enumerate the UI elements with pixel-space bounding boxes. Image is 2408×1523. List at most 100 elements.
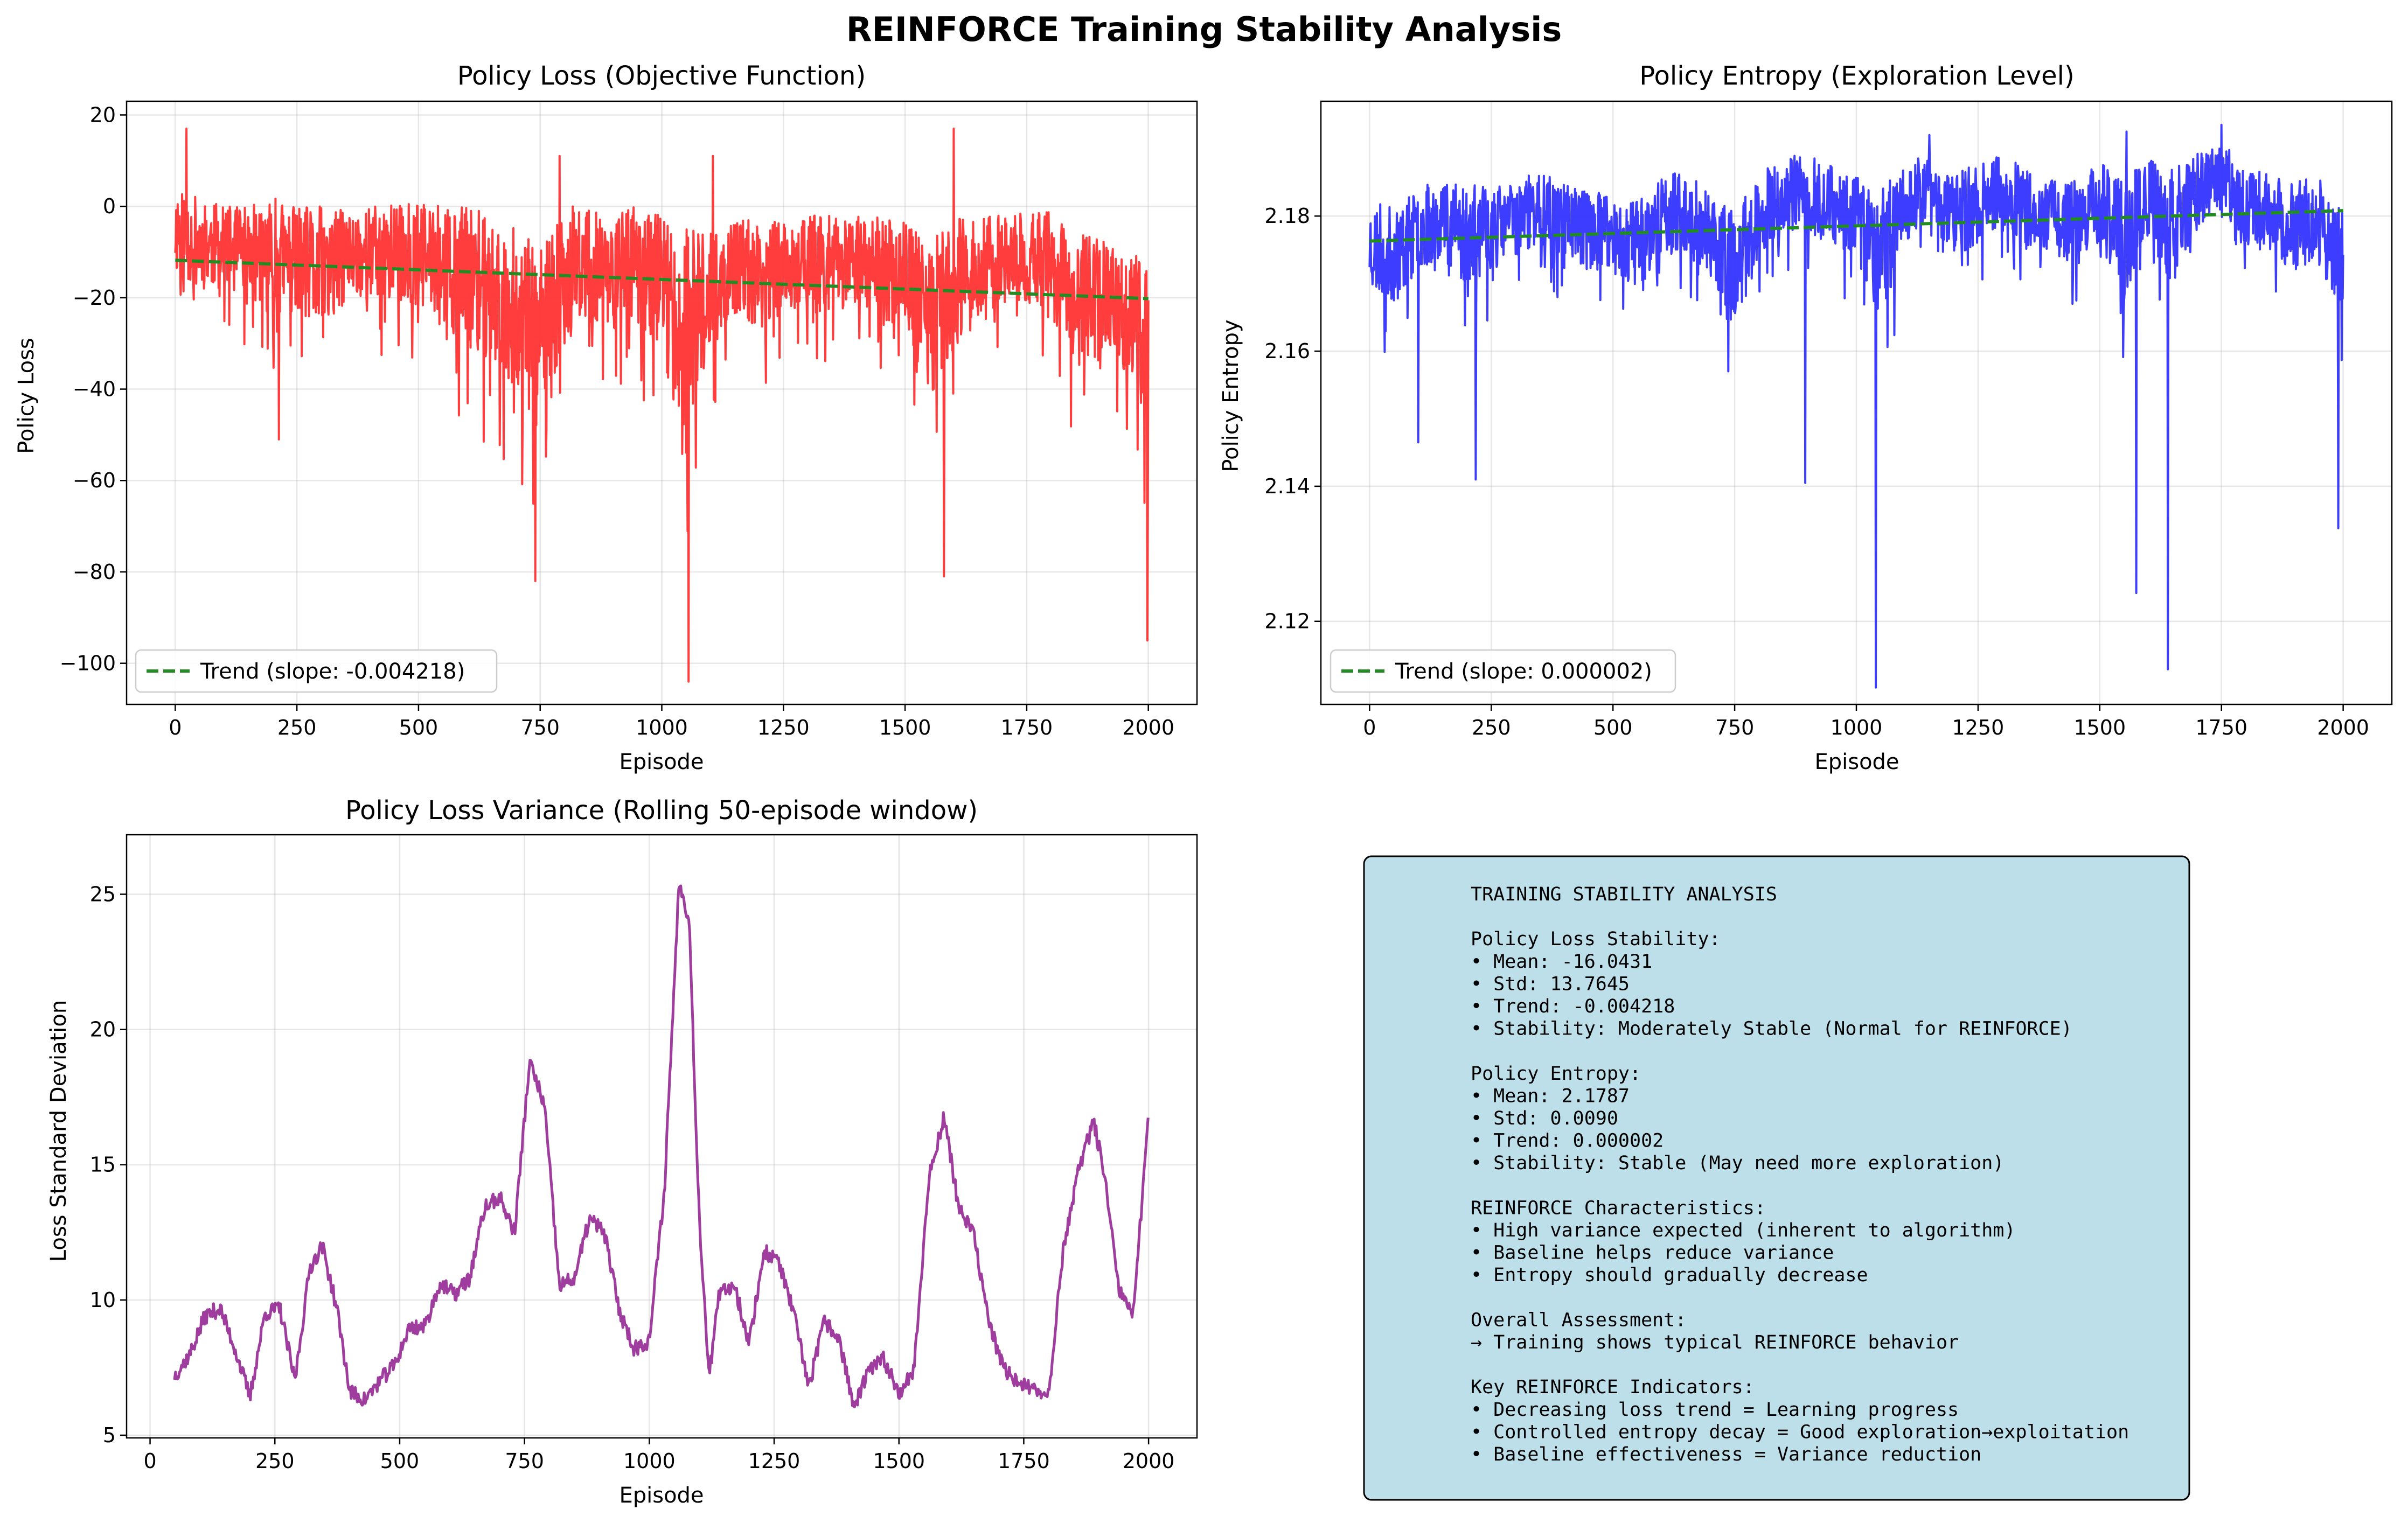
policy-loss-trend-line	[175, 259, 1149, 301]
policy-loss-xtick-label: 250	[277, 716, 317, 739]
policy-loss-grid	[127, 101, 1197, 704]
policy-loss-series	[174, 127, 1150, 683]
policy-entropy-trend-line	[1369, 209, 2343, 243]
stats-line: • Std: 0.0090	[1471, 1108, 1618, 1129]
policy-entropy-grid	[1321, 101, 2392, 704]
loss-variance-data-line	[173, 884, 1150, 1408]
stats-line: • High variance expected (inherent to al…	[1471, 1220, 2015, 1241]
stats-line: • Trend: -0.004218	[1471, 996, 1675, 1017]
policy-loss-xtick-label: 2000	[1122, 716, 1174, 739]
stats-line: Policy Loss Stability:	[1471, 928, 1721, 950]
figure-title: REINFORCE Training Stability Analysis	[846, 10, 1562, 49]
policy-loss-ylabel: Policy Loss	[14, 338, 39, 454]
stats-summary-box: TRAINING STABILITY ANALYSIS Policy Loss S…	[1363, 855, 2190, 1501]
policy-entropy-ylabel: Policy Entropy	[1219, 319, 1243, 472]
loss-variance-ytick-label: 5	[103, 1423, 116, 1447]
loss-variance-xtick-label: 500	[380, 1449, 420, 1473]
policy-entropy-xtick-label: 1750	[2195, 716, 2247, 739]
stats-line: • Mean: -16.0431	[1471, 951, 1652, 973]
loss-variance-xtick-label: 1500	[873, 1449, 925, 1473]
loss-variance-grid	[127, 835, 1197, 1438]
policy-entropy-title: Policy Entropy (Exploration Level)	[1639, 61, 2075, 91]
loss-variance-ytick-label: 20	[90, 1018, 116, 1042]
stats-line: REINFORCE Characteristics:	[1471, 1197, 1766, 1219]
policy-entropy-xtick-label: 500	[1593, 716, 1633, 739]
policy-loss-ytick-label: 0	[103, 194, 116, 218]
policy-entropy-xtick-label: 750	[1715, 716, 1755, 739]
policy-entropy-ytick-label: 2.18	[1264, 204, 1310, 228]
loss-variance-xtick-label: 2000	[1123, 1449, 1175, 1473]
stats-line: Policy Entropy:	[1471, 1063, 1641, 1085]
loss-variance-xtick-label: 1250	[748, 1449, 801, 1473]
loss-variance-xtick-label: 250	[255, 1449, 295, 1473]
policy-loss-chart: Policy Loss (Objective Function) 0 250 500…	[14, 61, 1198, 774]
policy-entropy-xtick-label: 2000	[2317, 716, 2369, 739]
policy-loss-ticks: 0 250 500 750 1000 1250 1500 1750 2000 20 0 −20 −40 −…	[60, 103, 1174, 739]
policy-loss-ytick-label: 20	[90, 103, 116, 127]
policy-loss-legend-box	[135, 649, 498, 693]
policy-loss-xtick-label: 500	[399, 716, 439, 739]
stats-summary-background	[1363, 855, 2190, 1501]
loss-variance-ytick-label: 15	[90, 1153, 116, 1177]
policy-entropy-ytick-label: 2.14	[1264, 474, 1310, 498]
stats-line: • Controlled entropy decay = Good explor…	[1471, 1421, 2129, 1443]
stats-line: • Stability: Moderately Stable (Normal f…	[1471, 1018, 2072, 1040]
policy-entropy-xtick-label: 1000	[1831, 716, 1883, 739]
policy-entropy-legend-label: Trend (slope: 0.000002)	[1395, 659, 1652, 684]
loss-variance-ytick-label: 10	[90, 1288, 116, 1312]
policy-entropy-ytick-label: 2.16	[1264, 339, 1310, 363]
policy-loss-ytick-label: −100	[60, 652, 116, 675]
stats-line: Key REINFORCE Indicators:	[1471, 1377, 1755, 1398]
policy-entropy-ytick-label: 2.12	[1264, 610, 1310, 633]
policy-entropy-xtick-label: 0	[1363, 716, 1376, 739]
policy-loss-xtick-label: 750	[520, 716, 560, 739]
stats-line: • Std: 13.7645	[1471, 973, 1630, 995]
policy-loss-ytick-label: −60	[73, 469, 116, 492]
loss-variance-ticks: 0 250 500 750 1000 1250 1500 1750 2000 5 10 15 20 25	[90, 882, 1175, 1473]
policy-loss-legend-label: Trend (slope: -0.004218)	[200, 659, 465, 684]
policy-entropy-legend-box	[1330, 649, 1676, 693]
loss-variance-axes-frame	[126, 834, 1198, 1439]
policy-loss-ytick-label: −80	[73, 560, 116, 584]
policy-entropy-legend: Trend (slope: 0.000002)	[1330, 649, 1676, 693]
stats-line: → Training shows typical REINFORCE behav…	[1471, 1332, 1959, 1353]
loss-variance-xtick-label: 1750	[998, 1449, 1050, 1473]
stats-line: • Mean: 2.1787	[1471, 1085, 1630, 1107]
policy-loss-xlabel: Episode	[619, 750, 704, 774]
loss-variance-xtick-label: 0	[143, 1449, 156, 1473]
loss-variance-ylabel: Loss Standard Deviation	[46, 1000, 71, 1262]
policy-entropy-series	[1368, 123, 2344, 689]
policy-entropy-ticks: 0 250 500 750 1000 1250 1500 1750 2000 2.18 2.16 2.…	[1264, 204, 2369, 739]
policy-loss-ytick-label: −20	[73, 286, 116, 310]
stats-line: • Stability: Stable (May need more explo…	[1471, 1152, 2004, 1174]
stats-line: • Baseline helps reduce variance	[1471, 1242, 1834, 1264]
policy-entropy-xtick-label: 1500	[2073, 716, 2126, 739]
policy-entropy-xtick-label: 1250	[1952, 716, 2005, 739]
stats-line: TRAINING STABILITY ANALYSIS	[1471, 884, 1777, 905]
loss-variance-title: Policy Loss Variance (Rolling 50-episode…	[345, 795, 978, 826]
loss-variance-series	[173, 884, 1150, 1408]
stats-line: • Trend: 0.000002	[1471, 1130, 1664, 1152]
policy-loss-data-line	[174, 127, 1150, 683]
policy-loss-legend: Trend (slope: -0.004218)	[135, 649, 498, 693]
loss-variance-xtick-label: 1000	[623, 1449, 676, 1473]
loss-variance-ytick-label: 25	[90, 882, 116, 906]
policy-entropy-data-line	[1368, 123, 2344, 689]
loss-variance-xtick-label: 750	[505, 1449, 544, 1473]
loss-variance-chart: Policy Loss Variance (Rolling 50-episode…	[46, 795, 1198, 1508]
policy-loss-xtick-label: 1000	[636, 716, 688, 739]
policy-entropy-xlabel: Episode	[1814, 750, 1899, 774]
stats-summary-lines: TRAINING STABILITY ANALYSIS Policy Loss S…	[1471, 884, 2129, 1465]
stats-line: • Entropy should gradually decrease	[1471, 1264, 1868, 1286]
policy-loss-title: Policy Loss (Objective Function)	[457, 61, 866, 91]
policy-loss-xtick-label: 1250	[757, 716, 810, 739]
stats-line: • Decreasing loss trend = Learning progr…	[1471, 1399, 1959, 1421]
policy-loss-xtick-label: 1500	[879, 716, 931, 739]
policy-entropy-xtick-label: 250	[1472, 716, 1511, 739]
policy-entropy-chart: Policy Entropy (Exploration Level) 0 250 5…	[1219, 61, 2393, 774]
stats-line: Overall Assessment:	[1471, 1309, 1686, 1331]
policy-loss-ytick-label: −40	[73, 378, 116, 401]
loss-variance-xlabel: Episode	[619, 1483, 704, 1508]
policy-loss-xtick-label: 0	[169, 716, 182, 739]
